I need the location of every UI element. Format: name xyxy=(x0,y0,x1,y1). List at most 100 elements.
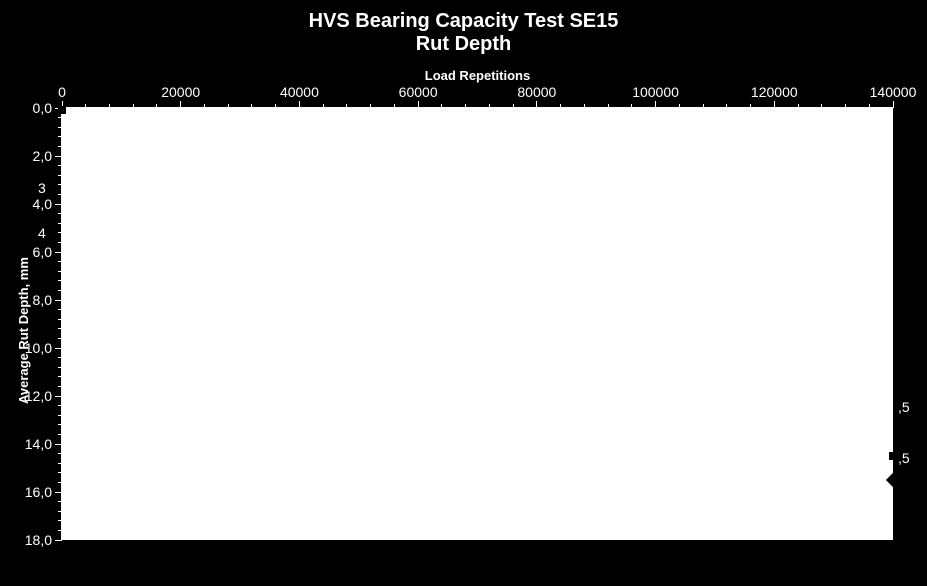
y-tick-minor xyxy=(58,405,62,406)
x-tick-label: 100000 xyxy=(632,84,679,100)
x-tick-label: 80000 xyxy=(517,84,556,100)
y-tick-minor xyxy=(58,357,62,358)
y-axis-line xyxy=(61,108,62,540)
y-tick-minor xyxy=(58,520,62,521)
x-tick-minor xyxy=(156,104,157,108)
y-tick-minor xyxy=(58,482,62,483)
stray-label: ,5 xyxy=(898,450,910,466)
x-tick-minor xyxy=(798,104,799,108)
y-tick-major xyxy=(55,396,62,397)
x-tick-major xyxy=(774,101,775,108)
y-tick-minor xyxy=(58,165,62,166)
x-tick-minor xyxy=(323,104,324,108)
x-tick-minor xyxy=(204,104,205,108)
x-tick-major xyxy=(893,101,894,108)
y-tick-minor xyxy=(58,328,62,329)
y-tick-minor xyxy=(58,117,62,118)
x-tick-minor xyxy=(441,104,442,108)
y-tick-major xyxy=(55,156,62,157)
y-tick-minor xyxy=(58,280,62,281)
x-tick-minor xyxy=(703,104,704,108)
y-tick-minor xyxy=(58,146,62,147)
y-tick-minor xyxy=(58,511,62,512)
y-tick-minor xyxy=(58,223,62,224)
x-tick-minor xyxy=(370,104,371,108)
y-tick-label: 2,0 xyxy=(24,148,52,164)
y-tick-label: 4,0 xyxy=(24,196,52,212)
x-tick-label: 0 xyxy=(58,84,66,100)
y-tick-major xyxy=(55,540,62,541)
y-tick-major xyxy=(55,444,62,445)
x-axis-line xyxy=(62,107,893,108)
x-tick-label: 60000 xyxy=(399,84,438,100)
y-tick-label: 6,0 xyxy=(24,244,52,260)
y-tick-label: 10,0 xyxy=(24,340,52,356)
y-tick-minor xyxy=(58,242,62,243)
y-tick-label: 0,0 xyxy=(24,100,52,116)
x-tick-label: 140000 xyxy=(870,84,917,100)
x-tick-minor xyxy=(821,104,822,108)
y-tick-label: 18,0 xyxy=(24,532,52,548)
y-tick-minor xyxy=(58,175,62,176)
y-tick-minor xyxy=(58,213,62,214)
x-tick-minor xyxy=(275,104,276,108)
x-tick-label: 20000 xyxy=(161,84,200,100)
x-tick-minor xyxy=(228,104,229,108)
x-tick-minor xyxy=(133,104,134,108)
y-tick-label: 16,0 xyxy=(24,484,52,500)
x-tick-minor xyxy=(631,104,632,108)
y-tick-minor xyxy=(58,434,62,435)
chart-root: HVS Bearing Capacity Test SE15 Rut Depth… xyxy=(0,0,927,586)
x-tick-label: 40000 xyxy=(280,84,319,100)
x-tick-minor xyxy=(346,104,347,108)
y-tick-minor xyxy=(58,271,62,272)
square-marker xyxy=(58,106,66,114)
y-tick-minor xyxy=(58,386,62,387)
x-tick-major xyxy=(418,101,419,108)
stray-label: 4 xyxy=(38,225,46,241)
y-tick-minor xyxy=(58,290,62,291)
chart-title-line1: HVS Bearing Capacity Test SE15 xyxy=(0,0,927,33)
x-tick-minor xyxy=(679,104,680,108)
x-tick-minor xyxy=(251,104,252,108)
y-tick-minor xyxy=(58,194,62,195)
y-tick-minor xyxy=(58,232,62,233)
y-tick-major xyxy=(55,204,62,205)
x-tick-minor xyxy=(489,104,490,108)
y-tick-minor xyxy=(58,338,62,339)
y-axis-title: Average Rut Depth, mm xyxy=(16,257,31,404)
y-tick-major xyxy=(55,348,62,349)
plot-area xyxy=(62,108,893,540)
x-tick-minor xyxy=(845,104,846,108)
y-tick-minor xyxy=(58,463,62,464)
y-tick-minor xyxy=(58,415,62,416)
y-tick-minor xyxy=(58,453,62,454)
x-tick-minor xyxy=(85,104,86,108)
x-tick-minor xyxy=(109,104,110,108)
y-tick-minor xyxy=(58,367,62,368)
x-tick-major xyxy=(180,101,181,108)
y-tick-minor xyxy=(58,424,62,425)
x-tick-major xyxy=(536,101,537,108)
x-tick-minor xyxy=(750,104,751,108)
y-tick-minor xyxy=(58,472,62,473)
x-tick-minor xyxy=(513,104,514,108)
y-tick-major xyxy=(55,300,62,301)
y-tick-major xyxy=(55,252,62,253)
x-tick-major xyxy=(655,101,656,108)
stray-label: ,5 xyxy=(898,399,910,415)
x-tick-minor xyxy=(465,104,466,108)
stray-label: 3 xyxy=(38,180,46,196)
x-tick-minor xyxy=(869,104,870,108)
x-tick-minor xyxy=(584,104,585,108)
y-tick-minor xyxy=(58,319,62,320)
y-tick-minor xyxy=(58,501,62,502)
square-marker xyxy=(889,452,897,460)
chart-title-line2: Rut Depth xyxy=(0,33,927,56)
y-tick-minor xyxy=(58,376,62,377)
y-tick-minor xyxy=(58,309,62,310)
x-axis-title: Load Repetitions xyxy=(62,68,893,83)
y-tick-minor xyxy=(58,184,62,185)
x-tick-minor xyxy=(726,104,727,108)
y-tick-label: 12,0 xyxy=(24,388,52,404)
